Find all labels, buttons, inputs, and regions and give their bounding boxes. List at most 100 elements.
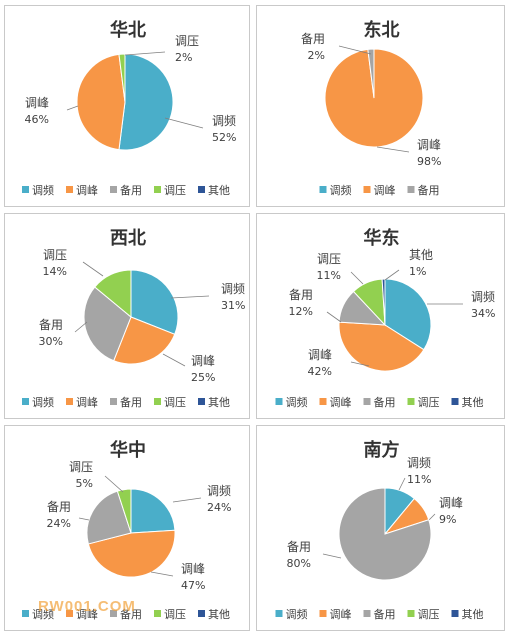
slice-label: 其他 <box>409 248 433 262</box>
slice-label: 调峰 <box>181 562 205 576</box>
leader-line <box>326 311 342 323</box>
legend-label: 调峰 <box>76 608 98 621</box>
leader-line <box>78 517 90 521</box>
legend-label: 备用 <box>120 607 142 621</box>
slice-percent-label: 12% <box>289 305 313 318</box>
legend-label: 其他 <box>208 184 230 197</box>
legend-swatch <box>319 186 327 193</box>
chart-title: 南方 <box>364 439 400 461</box>
leader-line <box>322 553 342 559</box>
pie-slice <box>130 488 176 534</box>
legend-label: 其他 <box>462 396 484 409</box>
legend-swatch <box>110 610 117 617</box>
legend-label: 调压 <box>164 608 186 621</box>
legend-label: 备用 <box>120 183 142 197</box>
legend-swatch <box>198 186 205 193</box>
legend-label: 调峰 <box>330 608 352 621</box>
chart-title: 华东 <box>364 227 400 249</box>
leader-line <box>66 105 79 111</box>
chart-panel-northwest: 西北 调频 31% 调峰 25% 备用 30% 调压 14% 调频 调峰 备用 调压 其他 <box>4 213 250 419</box>
leader-line <box>150 571 174 577</box>
legend-label: 调频 <box>32 607 54 621</box>
slice-percent-label: 1% <box>409 265 426 278</box>
slice-label: 调频 <box>471 290 495 304</box>
leader-line <box>124 51 166 56</box>
slice-percent-label: 34% <box>471 307 495 320</box>
slice-percent-label: 5% <box>76 477 93 490</box>
legend-swatch <box>451 610 459 617</box>
legend-swatch <box>451 398 459 405</box>
slice-label: 调压 <box>43 248 67 262</box>
slice-percent-label: 2% <box>175 51 192 64</box>
legend-label: 备用 <box>418 183 440 197</box>
legend-swatch <box>154 186 161 193</box>
chart-panel-northeast: 东北 调峰 98% 备用 2% 调频 调峰 备用 <box>256 5 505 207</box>
watermark-text: RW001.COM <box>38 598 136 615</box>
legend-swatch <box>66 186 73 193</box>
slice-label: 调峰 <box>308 348 332 362</box>
slice-percent-label: 2% <box>308 49 325 62</box>
leader-line <box>104 475 124 493</box>
legend-label: 调峰 <box>330 396 352 409</box>
leader-line <box>74 321 88 333</box>
leader-line <box>428 513 436 521</box>
chart-panel-east-china: 华东 调频 34% 调峰 42% 备用 12% 调压 11% 其他 1% 调频 调峰 备用 调压 其他 <box>256 213 505 419</box>
slice-percent-label: 14% <box>43 265 67 278</box>
leader-line <box>376 146 410 153</box>
pie-slice <box>113 316 176 365</box>
slice-label: 调频 <box>212 114 236 128</box>
legend-label: 调频 <box>330 183 352 197</box>
legend-label: 调压 <box>418 608 440 621</box>
chart-panel-north-china: 华北 调频 52% 调峰 46% 调压 2% 调频 调峰 备用 调压 其他 <box>4 5 250 207</box>
legend-swatch <box>407 186 415 193</box>
slice-label: 调压 <box>317 252 341 266</box>
legend-label: 其他 <box>208 396 230 409</box>
legend-swatch <box>407 398 415 405</box>
slice-percent-label: 46% <box>25 113 49 126</box>
slice-label: 调频 <box>207 484 231 498</box>
legend-swatch <box>363 398 371 405</box>
legend-swatch <box>363 186 371 193</box>
leader-line <box>338 45 372 55</box>
pie-slice <box>118 53 174 151</box>
legend-label: 备用 <box>374 607 396 621</box>
leader-line <box>170 295 210 299</box>
legend-swatch <box>154 398 161 405</box>
chart-title: 华中 <box>110 439 146 461</box>
leader-line <box>164 117 204 129</box>
leader-line <box>350 361 370 367</box>
legend-swatch <box>275 398 283 405</box>
slice-label: 调峰 <box>25 96 49 110</box>
legend-swatch <box>110 186 117 193</box>
pie-slice <box>86 490 132 545</box>
legend-swatch <box>22 610 29 617</box>
pie-slice <box>367 48 375 99</box>
slice-label: 调峰 <box>439 496 463 510</box>
chart-title: 东北 <box>364 19 400 41</box>
legend-label: 调峰 <box>76 184 98 197</box>
leader-line <box>172 497 202 503</box>
legend-label: 备用 <box>374 395 396 409</box>
leader-line <box>82 261 104 277</box>
leader-line <box>162 353 186 367</box>
legend-label: 调峰 <box>374 184 396 197</box>
legend-label: 其他 <box>208 608 230 621</box>
pie-slice <box>116 488 132 534</box>
pie-slice <box>381 278 386 326</box>
slice-percent-label: 42% <box>308 365 332 378</box>
slice-label: 备用 <box>287 540 311 554</box>
legend-label: 调峰 <box>76 396 98 409</box>
slice-percent-label: 24% <box>47 517 71 530</box>
slice-percent-label: 52% <box>212 131 236 144</box>
chart-title: 西北 <box>110 228 146 249</box>
legend-swatch <box>22 398 29 405</box>
slice-label: 备用 <box>301 32 325 46</box>
pie-slice <box>76 53 126 151</box>
slice-percent-label: 80% <box>287 557 311 570</box>
chart-panel-central-china: 华中 调频 24% 调峰 47% 备用 24% 调压 5% 调频 调峰 备用 调压 其他 <box>4 425 250 631</box>
pie-slice <box>94 269 132 319</box>
leader-line <box>398 477 406 491</box>
